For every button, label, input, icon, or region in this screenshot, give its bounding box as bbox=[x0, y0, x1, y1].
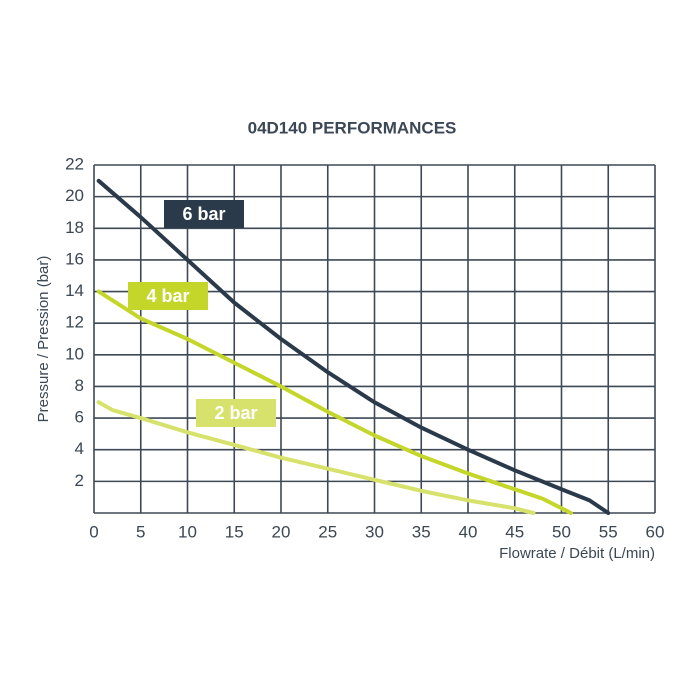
series-line bbox=[96, 289, 573, 515]
y-tick-label: 2 bbox=[75, 471, 84, 490]
x-tick-label: 45 bbox=[505, 522, 524, 541]
x-tick-label: 55 bbox=[599, 522, 618, 541]
x-tick-label: 40 bbox=[459, 522, 478, 541]
x-tick-label: 50 bbox=[552, 522, 571, 541]
y-tick-label: 20 bbox=[65, 186, 84, 205]
x-axis-label: Flowrate / Débit (L/min) bbox=[499, 545, 655, 562]
x-tick-label: 0 bbox=[89, 522, 98, 541]
legend-box bbox=[196, 399, 276, 427]
y-axis-label: Pressure / Pression (bar) bbox=[35, 256, 52, 423]
legend-label: 6 bar bbox=[182, 204, 225, 224]
y-tick-label: 8 bbox=[75, 376, 84, 395]
y-tick-label: 16 bbox=[65, 249, 84, 268]
y-tick-label: 4 bbox=[75, 439, 84, 458]
x-tick-label: 60 bbox=[646, 522, 665, 541]
legend-box bbox=[164, 200, 244, 228]
y-tick-label: 14 bbox=[65, 281, 84, 300]
x-tick-label: 5 bbox=[136, 522, 145, 541]
legend-label: 4 bar bbox=[146, 286, 189, 306]
x-tick-label: 20 bbox=[272, 522, 291, 541]
y-tick-label: 22 bbox=[65, 154, 84, 173]
x-tick-label: 30 bbox=[365, 522, 384, 541]
x-tick-label: 25 bbox=[318, 522, 337, 541]
y-tick-label: 10 bbox=[65, 344, 84, 363]
series-line bbox=[96, 178, 611, 515]
y-tick-label: 12 bbox=[65, 313, 84, 332]
x-tick-label: 15 bbox=[225, 522, 244, 541]
y-tick-label: 18 bbox=[65, 218, 84, 237]
x-tick-label: 10 bbox=[178, 522, 197, 541]
x-tick-label: 35 bbox=[412, 522, 431, 541]
legend-label: 2 bar bbox=[214, 403, 257, 423]
y-tick-label: 6 bbox=[75, 408, 84, 427]
series-line bbox=[96, 400, 536, 515]
chart-title: 04D140 PERFORMANCES bbox=[248, 118, 457, 137]
legend-box bbox=[128, 282, 208, 310]
